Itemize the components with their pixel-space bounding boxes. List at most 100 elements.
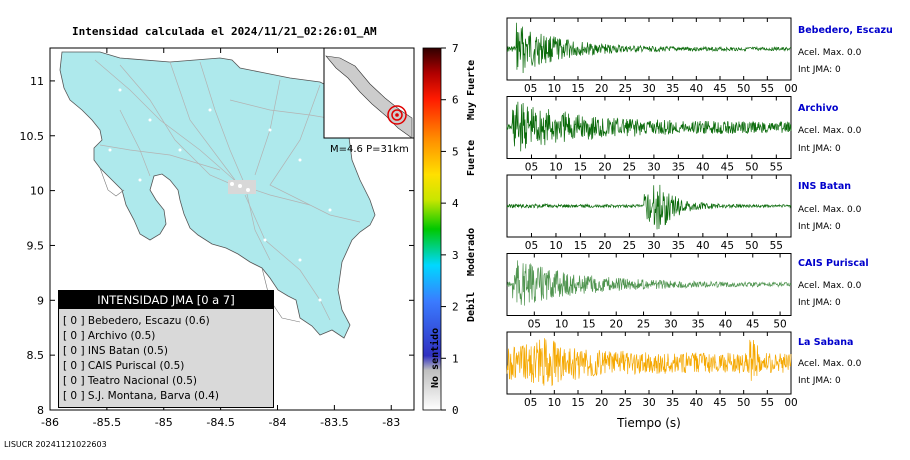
map-y-tick-label: 11 (30, 75, 44, 88)
trace-int-jma: Int JMA: 0 (798, 376, 841, 386)
trace-x-tick-label: 25 (637, 319, 650, 331)
trace-x-tick-label: 45 (746, 319, 759, 331)
trace-int-jma: Int JMA: 0 (798, 222, 841, 232)
map-y-tick-label: 9 (37, 294, 44, 307)
trace-acel-max: Acel. Max. 0.0 (798, 281, 862, 291)
legend-entry: [ 0 ] Bebedero, Escazu (0.6) (63, 315, 210, 327)
trace-x-tick-label: 45 (713, 83, 726, 95)
colorbar-tick-label: 7 (452, 42, 459, 55)
trace-x-tick-label: 35 (672, 162, 685, 174)
trace-x-tick-label: 00 (784, 397, 797, 409)
trace-station-name: Bebedero, Escazu (798, 25, 893, 36)
trace-x-tick-label: 40 (690, 83, 703, 95)
trace-panel: 05 10 15 20 25 30 35 40 45 50 (506, 253, 792, 331)
trace-x-tick-label: 10 (548, 83, 561, 95)
trace-x-tick-label: 10 (549, 162, 562, 174)
trace-x-tick-label: 35 (666, 83, 679, 95)
legend-entry: [ 0 ] S.J. Montana, Barva (0.4) (63, 390, 219, 402)
colorbar-tick-label: 5 (452, 145, 459, 158)
colorbar-tick-label: 4 (452, 197, 459, 210)
trace-x-tick-label: 05 (524, 397, 537, 409)
trace-x-tick-label: 30 (664, 319, 677, 331)
trace-x-tick-label: 55 (761, 397, 774, 409)
trace-x-tick-label: 40 (719, 319, 732, 331)
trace-x-tick-label: 55 (770, 162, 783, 174)
map-x-tick-label: -86 (41, 416, 59, 429)
trace-x-tick-label: 55 (761, 83, 774, 95)
trace-x-tick-label: 45 (713, 397, 726, 409)
trace-x-tick-label: 30 (647, 162, 660, 174)
trace-x-tick-label: 40 (690, 397, 703, 409)
map-axes: -86 -85.5 -85 -84.5 -84 -83.5 -83 11 10.5 10 9.5 9 8… (20, 48, 414, 429)
footer-id: LISUCR 20241121022603 (4, 440, 107, 449)
epicenter-outer-ring (387, 105, 407, 125)
intensity-legend: INTENSIDAD JMA [0 a 7] [ 0 ] Bebedero, E… (58, 290, 274, 408)
trace-x-tick-label: 50 (773, 319, 786, 331)
trace-x-tick-label: 35 (666, 397, 679, 409)
inset-label: M=4.6 P=31km (330, 144, 409, 155)
trace-x-tick-label: 10 (555, 319, 568, 331)
class-label-fuerte: Fuerte (466, 139, 477, 176)
waveform-line (506, 184, 792, 230)
trace-x-tick-label: 10 (548, 397, 561, 409)
trace-x-tick-label: 20 (595, 397, 608, 409)
trace-x-tick-label: 20 (595, 83, 608, 95)
trace-x-tick-label: 15 (582, 319, 595, 331)
trace-x-tick-label: 05 (528, 319, 541, 331)
class-label-moderado: Moderado (466, 227, 477, 276)
colorbar-ticks: 0 1 2 3 4 5 6 7 (441, 42, 459, 417)
map-x-tick-label: -84.5 (206, 416, 234, 429)
colorbar-tick-label: 6 (452, 94, 459, 107)
trace-int-jma: Int JMA: 0 (798, 65, 841, 75)
trace-x-tick-label: 15 (571, 83, 584, 95)
map-y-tick-label: 10 (30, 185, 44, 198)
trace-x-tick-label: 05 (524, 83, 537, 95)
colorbar: 0 1 2 3 4 5 6 7 (422, 42, 459, 417)
waveform-line (506, 260, 792, 306)
map-x-tick-label: -85.5 (93, 416, 121, 429)
map-y-tick-label: 9.5 (27, 239, 45, 252)
trace-x-tick-label: 05 (525, 240, 538, 252)
trace-acel-max: Acel. Max. 0.0 (798, 205, 862, 215)
class-label-muy-fuerte: Muy Fuerte (466, 59, 477, 120)
time-axis-label: Tiempo (s) (616, 416, 681, 430)
epicenter-dot (395, 113, 399, 117)
colorbar-gradient (422, 47, 442, 411)
trace-x-tick-label: 25 (623, 162, 636, 174)
legend-entry: [ 0 ] Archivo (0.5) (63, 330, 156, 342)
city-markers (108, 88, 332, 302)
trace-x-tick-label: 35 (672, 240, 685, 252)
map-y-tick-label: 8.5 (27, 349, 45, 362)
nicoya-detail (99, 167, 301, 323)
trace-x-tick-label: 45 (721, 240, 734, 252)
trace-int-jma: Int JMA: 0 (798, 144, 841, 154)
trace-int-jma: Int JMA: 0 (798, 298, 841, 308)
trace-x-tick-label: 05 (525, 162, 538, 174)
trace-x-tick-label: 40 (696, 162, 709, 174)
trace-x-tick-label: 20 (610, 319, 623, 331)
waveform-line (506, 22, 792, 73)
legend-entry: [ 0 ] INS Batan (0.5) (63, 345, 168, 357)
colorbar-tick-label: 3 (452, 249, 459, 262)
trace-x-tick-label: 50 (745, 162, 758, 174)
trace-x-tick-label: 30 (642, 83, 655, 95)
map-x-tick-label: -85 (155, 416, 173, 429)
trace-station-name: La Sabana (798, 337, 854, 348)
map-y-tick-label: 10.5 (20, 130, 45, 143)
trace-station-name: INS Batan (798, 181, 852, 192)
map-title: Intensidad calculada el 2024/11/21_02:26… (72, 25, 377, 38)
waveform-panels: 05 10 15 20 25 30 35 40 45 50 55 00 05 10 15 20 25 30 35 40… (506, 17, 798, 430)
trace-panel: 05 10 15 20 25 30 35 40 45 50 55 00 (506, 331, 798, 409)
trace-panel: 05 10 15 20 25 30 35 40 45 50 55 00 (506, 17, 798, 95)
trace-x-tick-label: 50 (737, 397, 750, 409)
trace-x-tick-label: 50 (737, 83, 750, 95)
trace-x-tick-label: 20 (598, 162, 611, 174)
trace-station-name: Archivo (798, 103, 839, 114)
colorbar-tick-label: 0 (452, 404, 459, 417)
trace-panel: 05 10 15 20 25 30 35 40 45 50 55 (506, 174, 792, 252)
trace-x-tick-label: 50 (745, 240, 758, 252)
waveform-line (506, 101, 792, 152)
trace-x-tick-label: 25 (619, 397, 632, 409)
trace-x-tick-label: 35 (691, 319, 704, 331)
class-label-no-sentido: No sentido (430, 327, 441, 388)
